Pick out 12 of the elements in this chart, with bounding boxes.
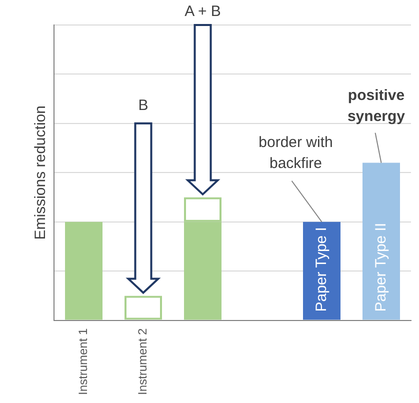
annotation: border with backfire: [258, 132, 334, 174]
bar: [362, 162, 400, 320]
text: positive synergy: [346, 86, 406, 127]
series-label: Paper Type I: [312, 227, 330, 312]
x-tick-label: Instrument 1: [76, 328, 90, 396]
text: A + B: [184, 2, 222, 22]
text: B: [137, 96, 150, 116]
x-tick-label: Instrument 2: [136, 328, 150, 396]
y-axis-title: Emissions reduction: [32, 106, 50, 240]
series-label: Paper Type II: [372, 222, 390, 312]
bar: [303, 222, 340, 320]
bar: [65, 222, 102, 320]
